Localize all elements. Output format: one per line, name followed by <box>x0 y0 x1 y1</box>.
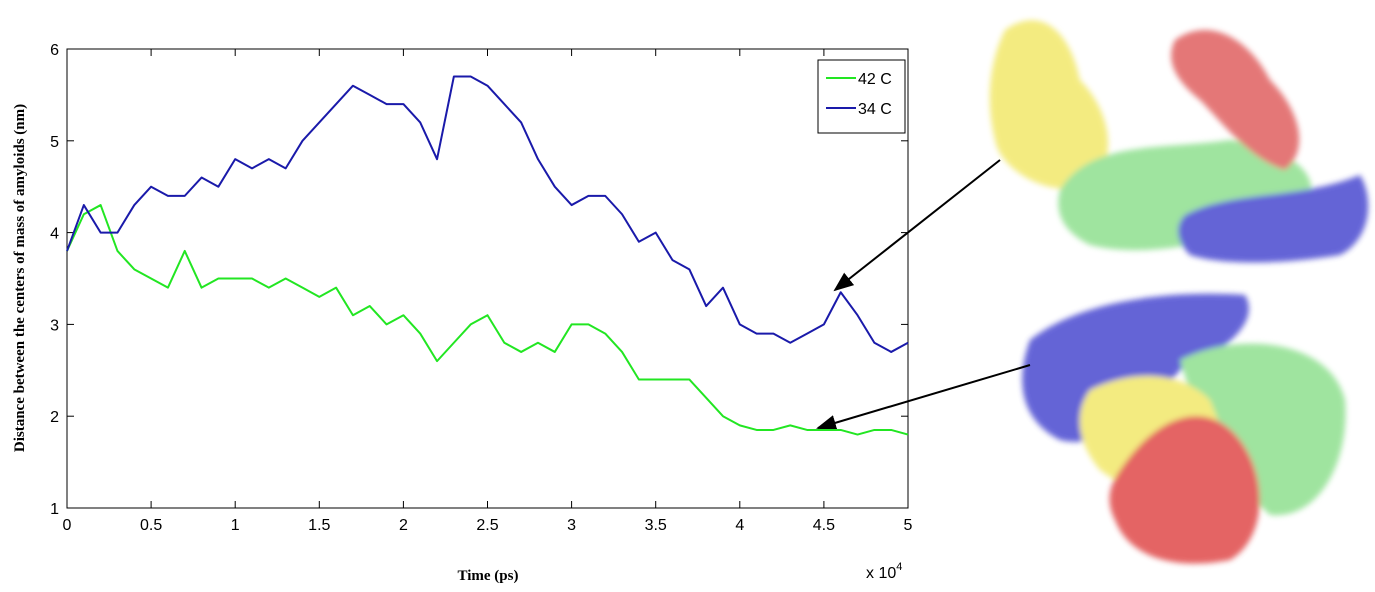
x-tick-label: 2.5 <box>476 517 498 534</box>
protein-bottom <box>1022 293 1346 564</box>
y-tick-label: 5 <box>50 134 59 151</box>
plot-frame <box>66 48 909 509</box>
y-tick-label: 4 <box>50 226 59 243</box>
data-line <box>66 204 909 436</box>
x-tick-label: 5 <box>904 517 913 534</box>
legend-label: 34 C <box>858 101 892 118</box>
arrow <box>833 159 1001 292</box>
x-multiplier-exponent: 4 <box>896 561 902 573</box>
x-axis-label: Time (ps) <box>458 568 519 584</box>
x-tick-label: 0 <box>63 517 72 534</box>
x-multiplier: x 104 <box>866 561 902 582</box>
x-tick-label: 2 <box>399 517 408 534</box>
protein-top <box>989 20 1369 263</box>
legend <box>817 59 906 134</box>
x-tick-label: 3 <box>567 517 576 534</box>
x-tick-label: 0.5 <box>140 517 162 534</box>
legend-label: 42 C <box>858 71 892 88</box>
x-tick-label: 4 <box>735 517 744 534</box>
x-tick-label: 1.5 <box>308 517 330 534</box>
x-tick-label: 3.5 <box>645 517 667 534</box>
data-line <box>66 75 909 353</box>
arrow <box>816 364 1031 431</box>
y-tick-label: 1 <box>50 501 59 518</box>
y-tick-label: 2 <box>50 409 59 426</box>
y-tick-label: 6 <box>50 42 59 59</box>
x-multiplier-base: x 10 <box>866 565 896 582</box>
x-tick-label: 1 <box>231 517 240 534</box>
y-tick-label: 3 <box>50 317 59 334</box>
y-axis-label: Distance between the centers of mass of … <box>12 104 28 452</box>
x-tick-label: 4.5 <box>813 517 835 534</box>
